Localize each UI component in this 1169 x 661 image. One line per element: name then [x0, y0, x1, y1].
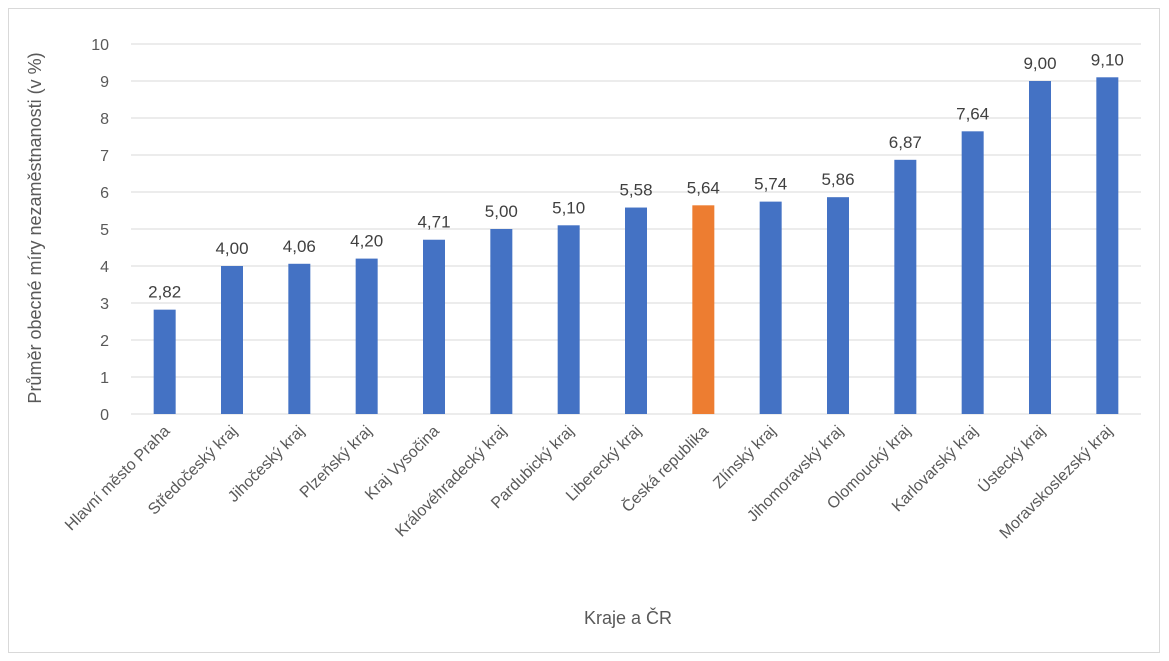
data-label: 5,10 [552, 198, 585, 217]
data-label: 5,00 [485, 202, 518, 221]
y-tick-label: 10 [91, 37, 109, 54]
x-tick-label: Zlínský kraj [710, 423, 779, 492]
y-tick-label: 4 [100, 259, 109, 276]
bar [153, 309, 176, 414]
bar [355, 258, 378, 414]
x-tick-label: Královéhradecký kraj [392, 423, 510, 541]
bar [827, 197, 849, 414]
y-tick-label: 6 [100, 185, 109, 202]
data-label: 6,87 [889, 133, 922, 152]
data-label: 4,20 [350, 232, 383, 251]
y-axis-ticks: 0 1 2 3 4 5 6 7 8 9 10 [91, 37, 109, 424]
data-label: 9,10 [1091, 50, 1124, 69]
bar-chart: 0 1 2 3 4 5 6 7 8 9 10 2,82 4,00 4,06 4,20 4,71 5,00 5,1… [25, 37, 1141, 628]
y-axis-title: Průměr obecné míry nezaměstnanosti (v %) [25, 52, 45, 403]
bar [692, 205, 715, 414]
y-tick-label: 9 [100, 74, 109, 91]
chart-frame: 0 1 2 3 4 5 6 7 8 9 10 2,82 4,00 4,06 4,20 4,71 5,00 5,1… [8, 8, 1160, 653]
data-label: 7,64 [956, 104, 989, 123]
y-tick-label: 5 [100, 222, 109, 239]
y-tick-label: 3 [100, 296, 109, 313]
y-tick-label: 2 [100, 333, 109, 350]
x-tick-label: Moravskoslezský kraj [997, 423, 1117, 543]
bar [759, 201, 782, 414]
bar [1029, 81, 1051, 414]
bar [288, 263, 311, 414]
data-label: 5,64 [687, 178, 720, 197]
data-label: 5,86 [821, 170, 854, 189]
y-tick-label: 8 [100, 111, 109, 128]
data-label: 5,58 [619, 181, 652, 200]
bar [625, 207, 647, 414]
x-tick-label: Ústecký kraj [974, 421, 1049, 496]
y-tick-label: 1 [100, 370, 109, 387]
data-label: 4,71 [417, 213, 450, 232]
data-labels: 2,82 4,00 4,06 4,20 4,71 5,00 5,10 5,58 5,64 5,74… [148, 50, 1124, 301]
bar [423, 239, 445, 414]
y-tick-label: 0 [100, 407, 109, 424]
data-label: 9,00 [1023, 54, 1056, 73]
bar [490, 229, 513, 414]
data-label: 4,00 [215, 239, 248, 258]
bar [557, 225, 580, 414]
y-tick-label: 7 [100, 148, 109, 165]
data-label: 4,06 [283, 237, 316, 256]
bars [153, 77, 1119, 415]
data-label: 5,74 [754, 175, 787, 194]
x-axis-title: Kraje a ČR [584, 607, 672, 628]
bar [894, 159, 917, 414]
data-label: 2,82 [148, 283, 181, 302]
bar [221, 266, 243, 414]
bar [961, 131, 984, 414]
bar [1096, 77, 1119, 415]
